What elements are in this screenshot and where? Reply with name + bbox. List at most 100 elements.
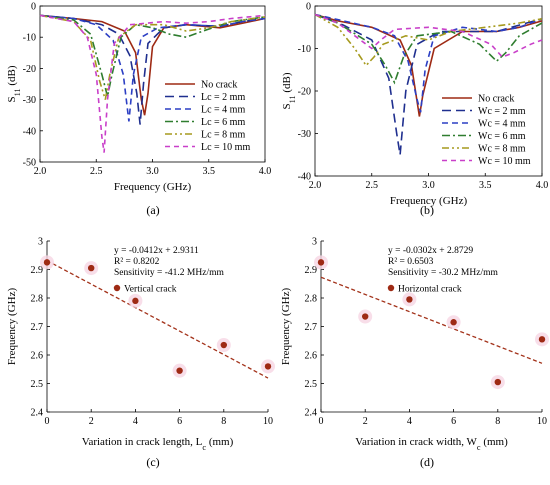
x-tick-label: 4	[133, 416, 138, 427]
panel-caption: (b)	[420, 203, 434, 217]
x-tick-label: 10	[263, 416, 273, 427]
x-tick-label: 0	[45, 416, 50, 427]
series-line-2	[39, 14, 266, 122]
legend-label: Wc = 10 mm	[478, 156, 531, 167]
y-tick-label: 3	[312, 237, 317, 248]
legend-label: Lc = 10 mm	[201, 142, 250, 153]
legend-label: No crack	[201, 80, 237, 91]
legend-label: Lc = 6 mm	[201, 117, 245, 128]
y-axis-label: S11 (dB)	[281, 72, 297, 109]
x-tick-label: 6	[177, 416, 182, 427]
data-point	[450, 319, 457, 326]
x-tick-label: 2.0	[309, 180, 322, 191]
x-axis-label: Variation in crack width, Wc (mm)	[355, 436, 508, 452]
y-axis-label: Frequency (GHz)	[280, 288, 292, 366]
legend-marker	[387, 284, 395, 292]
y-tick-label: -50	[23, 158, 36, 169]
y-axis-label: S11 (dB)	[6, 65, 22, 102]
series-line-0	[39, 14, 266, 116]
y-tick-label: 2.6	[305, 351, 318, 362]
data-point	[494, 378, 501, 386]
x-tick-label: 3.5	[203, 166, 216, 177]
trendline	[320, 276, 543, 364]
legend-label: Lc = 4 mm	[201, 105, 245, 116]
legend-label: Lc = 8 mm	[201, 130, 245, 141]
data-point	[362, 313, 369, 320]
y-tick-label: -10	[23, 33, 36, 44]
y-tick-label: 2.8	[305, 294, 318, 305]
y-tick-label: -20	[298, 87, 311, 98]
panel-1: 2.0 2.5 3.0 3.5 4.0 0 -10 -20 -30 -40 Frequency (G…	[281, 2, 548, 208]
y-tick-label: 2.8	[31, 294, 44, 305]
equation-annotation: y = -0.0302x + 2.8729	[388, 246, 473, 256]
legend-label: Wc = 4 mm	[478, 119, 526, 130]
equation-annotation: Sensitivity = -30.2 MHz/mm	[388, 268, 498, 278]
x-tick-label: 4	[407, 416, 412, 427]
y-tick-label: 2.4	[305, 408, 318, 419]
y-tick-label: 2.9	[31, 265, 44, 276]
data-point	[538, 336, 546, 343]
x-axis-label: Variation in crack length, Lc (mm)	[82, 436, 234, 452]
data-point	[317, 259, 325, 266]
x-tick-label: 3.0	[422, 180, 435, 191]
x-tick-label: 3.5	[479, 180, 492, 191]
x-tick-label: 2.5	[90, 166, 103, 177]
y-tick-label: 0	[31, 2, 36, 13]
x-axis-label: Frequency (GHz)	[390, 195, 468, 207]
x-tick-label: 2.5	[366, 180, 379, 191]
data-point	[43, 259, 51, 266]
x-tick-label: 6	[451, 416, 456, 427]
panel-caption: (d)	[420, 455, 434, 469]
x-tick-label: 0	[319, 416, 324, 427]
series-line-5	[39, 14, 266, 153]
legend-label: Wc = 6 mm	[478, 131, 526, 142]
x-tick-label: 2	[89, 416, 94, 427]
x-tick-label: 8	[221, 416, 226, 427]
series-line-3	[314, 13, 543, 85]
legend-label: Horizontal crack	[398, 285, 462, 295]
data-point	[176, 367, 183, 374]
x-tick-label: 2	[363, 416, 368, 427]
y-tick-label: -10	[298, 44, 311, 55]
panel-3: 0 2 4 6 8 10 2.4 2.5 2.6 2.7 2.8 2.9 3 Variation in c…	[280, 237, 549, 452]
data-point	[132, 297, 139, 305]
series-line-5	[314, 13, 543, 58]
y-tick-label: -30	[298, 129, 311, 140]
panel-caption: (a)	[146, 203, 159, 217]
y-tick-label: -30	[23, 95, 36, 106]
data-point	[88, 264, 95, 272]
panel-0: 2.0 2.5 3.0 3.5 4.0 0 -10 -20 -30 -40 -50 Frequency…	[6, 2, 271, 194]
y-tick-label: 3	[38, 237, 43, 248]
legend-label: Lc = 2 mm	[201, 92, 245, 103]
legend-label: Wc = 2 mm	[478, 106, 526, 117]
y-tick-label: 2.9	[305, 265, 318, 276]
equation-annotation: R² = 0.6503	[388, 257, 434, 267]
y-tick-label: 2.7	[31, 322, 44, 333]
y-tick-label: 0	[306, 2, 311, 13]
x-tick-label: 10	[537, 416, 547, 427]
legend-marker	[113, 284, 121, 292]
data-point	[406, 296, 413, 303]
series-line-2	[314, 13, 543, 113]
trendline	[46, 260, 269, 379]
y-tick-label: -20	[23, 64, 36, 75]
panel-2: 0 2 4 6 8 10 2.4 2.5 2.6 2.7 2.8 2.9 3 Variation in c…	[6, 237, 275, 452]
x-tick-label: 4.0	[259, 166, 272, 177]
y-tick-label: 2.6	[31, 351, 44, 362]
equation-annotation: R² = 0.8202	[114, 257, 160, 267]
y-tick-label: 2.7	[305, 322, 318, 333]
series-line-1	[314, 13, 543, 155]
x-tick-label: 4.0	[536, 180, 549, 191]
y-tick-label: 2.5	[31, 379, 44, 390]
legend-label: Wc = 8 mm	[478, 144, 526, 155]
equation-annotation: Sensitivity = -41.2 MHz/mm	[114, 268, 224, 278]
x-tick-label: 3.0	[146, 166, 159, 177]
panel-caption: (c)	[146, 455, 159, 469]
y-tick-label: -40	[23, 126, 36, 137]
data-point	[220, 341, 227, 349]
x-tick-label: 2.0	[34, 166, 47, 177]
x-tick-label: 8	[495, 416, 500, 427]
equation-annotation: y = -0.0412x + 2.9311	[114, 246, 199, 256]
legend-label: No crack	[478, 94, 514, 105]
